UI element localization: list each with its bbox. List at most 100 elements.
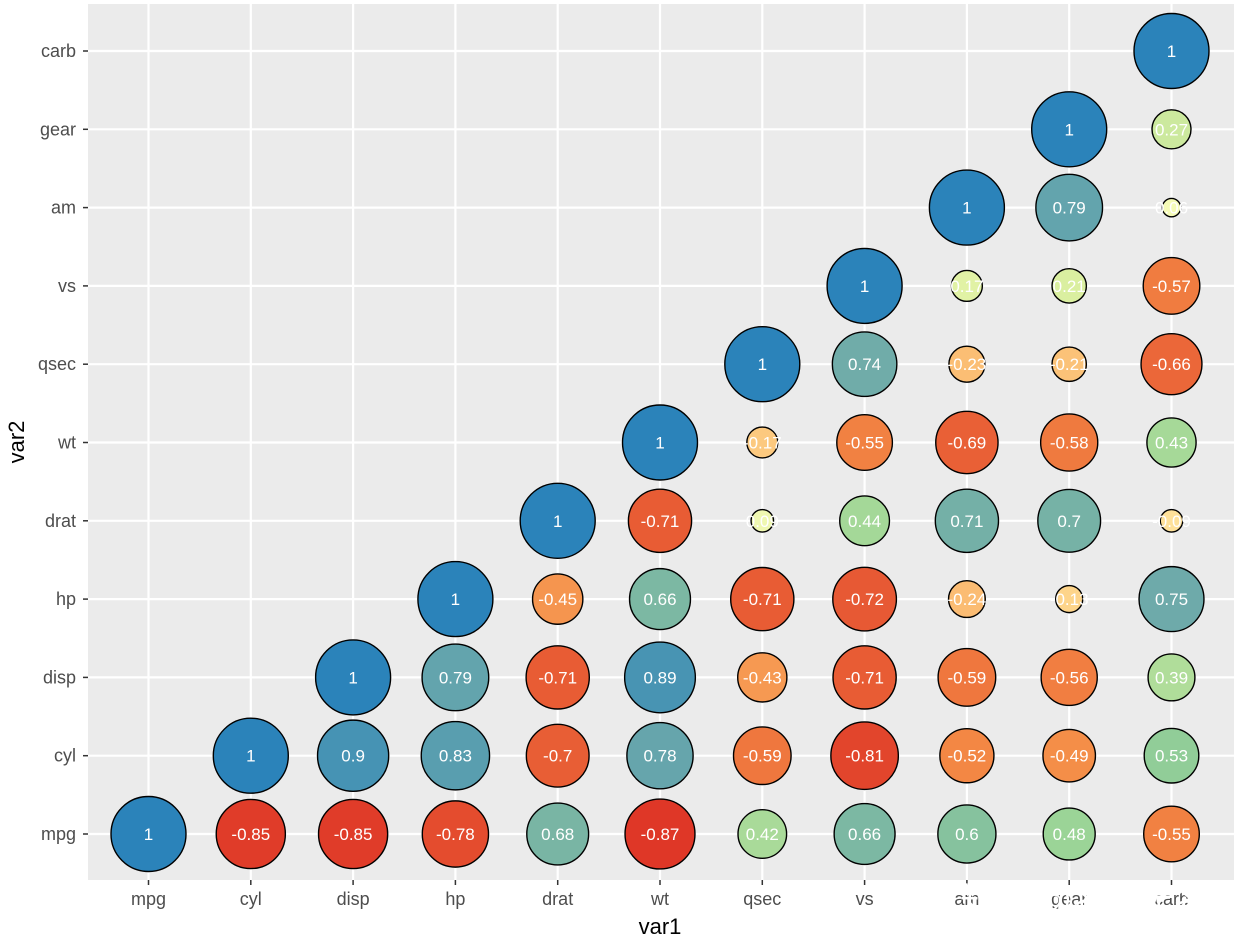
bubble-drat-cyl: [525, 723, 590, 788]
bubble-label-gear-wt: -0.58: [1050, 434, 1089, 453]
bubble-hp-cyl: [420, 720, 491, 791]
y-tick-label-carb: carb: [41, 41, 76, 61]
bubble-label-qsec-hp: -0.71: [743, 590, 782, 609]
bubble-gear-qsec: [1051, 346, 1088, 383]
bubble-am-vs: [950, 269, 984, 303]
bubble-drat-drat: [519, 482, 596, 559]
bubble-hp-mpg: [421, 800, 490, 868]
x-tick-label-cyl: cyl: [240, 889, 262, 909]
bubble-label-qsec-mpg: 0.42: [746, 825, 779, 844]
bubble-label-am-wt: -0.69: [948, 434, 987, 453]
bubble-label-carb-disp: 0.39: [1155, 668, 1188, 687]
bubble-gear-disp: [1040, 648, 1098, 707]
bubble-label-mpg-mpg: 1: [144, 825, 153, 844]
bubble-carb-gear: [1151, 109, 1192, 150]
bubble-label-wt-drat: -0.71: [641, 512, 680, 531]
bubble-disp-disp: [314, 639, 392, 716]
bubble-label-gear-mpg: 0.48: [1053, 825, 1086, 844]
bubble-drat-mpg: [526, 802, 590, 866]
bubble-label-carb-drat: -0.09: [1152, 512, 1191, 531]
bubble-label-hp-disp: 0.79: [439, 668, 472, 687]
bubble-label-qsec-wt: -0.17: [743, 434, 782, 453]
bubble-vs-hp: [832, 566, 898, 632]
bubble-carb-carb: [1133, 12, 1210, 90]
bubble-am-qsec: [948, 345, 986, 383]
bubble-disp-mpg: [317, 798, 389, 870]
bubble-label-vs-mpg: 0.66: [848, 825, 881, 844]
bubble-hp-disp: [421, 643, 490, 712]
bubble-am-disp: [937, 647, 997, 707]
bubble-gear-cyl: [1042, 728, 1097, 783]
bubble-hp-hp: [417, 560, 494, 638]
bubble-wt-disp: [623, 641, 697, 714]
bubble-label-drat-hp: -0.45: [538, 590, 577, 609]
bubble-carb-vs: [1142, 256, 1201, 315]
y-tick-label-vs: vs: [58, 276, 76, 296]
x-tick-label-drat: drat: [542, 889, 573, 909]
bubble-vs-qsec: [831, 331, 898, 398]
bubble-label-wt-mpg: -0.87: [641, 825, 680, 844]
x-axis-ticks: mpg cyl disp hp drat wt qsec vs am gear carb: [131, 880, 1189, 909]
bubble-label-cyl-cyl: 1: [246, 747, 255, 766]
bubble-label-am-drat: 0.71: [950, 512, 983, 531]
y-tick-label-disp: disp: [43, 667, 76, 687]
y-tick-label-drat: drat: [45, 511, 76, 531]
x-tick-label-hp: hp: [445, 889, 465, 909]
bubble-label-gear-disp: -0.56: [1050, 668, 1089, 687]
bubble-carb-wt: [1146, 417, 1197, 468]
bubble-label-carb-carb: 1: [1167, 42, 1176, 61]
bubble-carb-mpg: [1142, 805, 1201, 863]
bubble-qsec-hp: [730, 566, 795, 632]
bubble-label-drat-drat: 1: [553, 512, 562, 531]
bubble-label-vs-hp: -0.72: [845, 590, 884, 609]
y-tick-label-wt: wt: [57, 433, 76, 453]
bubble-label-gear-hp: -0.13: [1050, 590, 1089, 609]
bubble-qsec-disp: [737, 652, 788, 703]
bubble-label-wt-hp: 0.66: [643, 590, 676, 609]
bubble-am-am: [928, 169, 1006, 246]
bubble-gear-mpg: [1042, 807, 1096, 861]
x-tick-label-disp: disp: [337, 889, 370, 909]
bubble-carb-drat: [1159, 508, 1184, 533]
bubble-label-carb-cyl: 0.53: [1155, 747, 1188, 766]
y-axis-ticks: mpg cyl disp hp drat wt qsec vs am gear carb: [38, 41, 88, 844]
bubble-qsec-qsec: [724, 326, 801, 403]
bubble-vs-mpg: [833, 802, 896, 866]
bubble-label-vs-disp: -0.71: [845, 668, 884, 687]
bubble-label-carb-qsec: -0.66: [1152, 355, 1191, 374]
bubble-label-carb-am: 0.06: [1155, 199, 1188, 218]
bubble-label-vs-wt: -0.55: [845, 434, 884, 453]
y-tick-label-cyl: cyl: [54, 746, 76, 766]
bubbles: 1 -0.85 1 -0.85 0.9 1 -0.78 0.83 0.79 1 0.68 -0.7 -0…: [110, 12, 1210, 873]
bubble-label-am-hp: -0.24: [948, 590, 987, 609]
bubble-am-wt: [935, 410, 999, 475]
bubble-label-gear-cyl: -0.49: [1050, 747, 1089, 766]
bubble-label-disp-disp: 1: [348, 668, 357, 687]
bubble-label-drat-mpg: 0.68: [541, 825, 574, 844]
bubble-label-carb-wt: 0.43: [1155, 434, 1188, 453]
bubble-label-carb-mpg: -0.55: [1152, 825, 1191, 844]
bubble-label-am-mpg: 0.6: [955, 825, 979, 844]
bubble-wt-cyl: [626, 721, 694, 790]
bubble-vs-drat: [839, 495, 891, 547]
bubble-carb-disp: [1147, 653, 1196, 702]
bubble-wt-mpg: [624, 798, 696, 870]
bubble-label-am-am: 1: [962, 199, 971, 218]
bubble-wt-drat: [627, 488, 693, 554]
bubble-vs-disp: [832, 645, 897, 710]
x-tick-label-vs: vs: [856, 889, 874, 909]
bubble-mpg-mpg: [110, 795, 187, 873]
bubble-label-vs-qsec: 0.74: [848, 355, 881, 374]
bubble-drat-hp: [531, 573, 584, 625]
bubble-label-gear-drat: 0.7: [1057, 512, 1081, 531]
bubble-gear-hp: [1054, 584, 1084, 614]
x-tick-label-qsec: qsec: [743, 889, 781, 909]
x-tick-label-wt: wt: [650, 889, 669, 909]
bubble-label-vs-drat: 0.44: [848, 512, 881, 531]
bubble-wt-hp: [628, 567, 692, 631]
bubble-gear-am: [1035, 173, 1104, 242]
bubble-carb-cyl: [1143, 727, 1200, 784]
bubble-label-gear-vs: 0.21: [1053, 277, 1086, 296]
bubble-label-qsec-disp: -0.43: [743, 668, 782, 687]
